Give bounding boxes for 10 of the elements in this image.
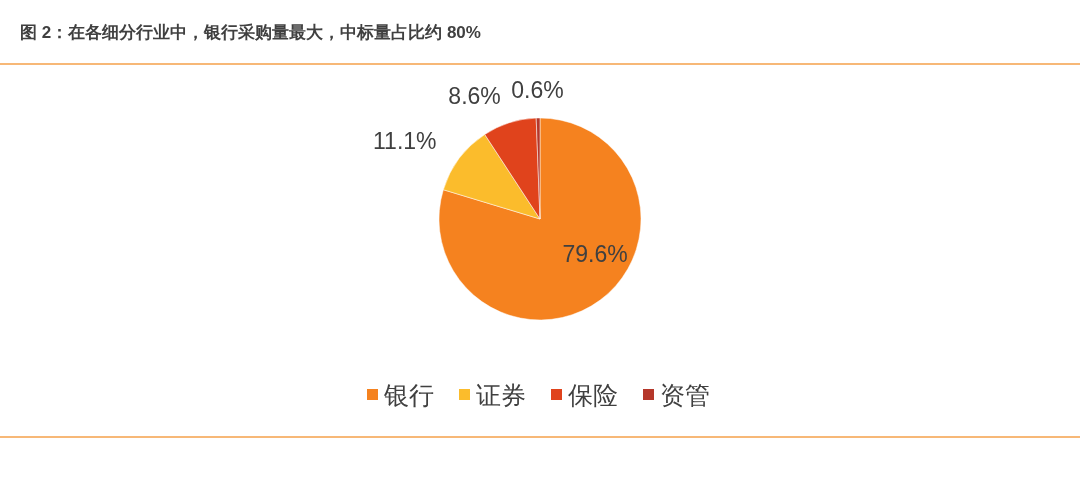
legend-label: 证券 — [476, 381, 526, 409]
legend-label: 保险 — [568, 381, 618, 409]
data-label: 8.6% — [448, 82, 501, 109]
chart-title: 图 2：在各细分行业中，银行采购量最大，中标量占比约 80% — [20, 23, 481, 42]
legend-label: 资管 — [660, 381, 710, 409]
data-label: 0.6% — [511, 76, 564, 103]
data-label: 11.1% — [373, 128, 437, 155]
data-label: 79.6% — [562, 240, 628, 267]
pie-slice — [438, 117, 642, 321]
legend-label: 银行 — [383, 381, 434, 409]
